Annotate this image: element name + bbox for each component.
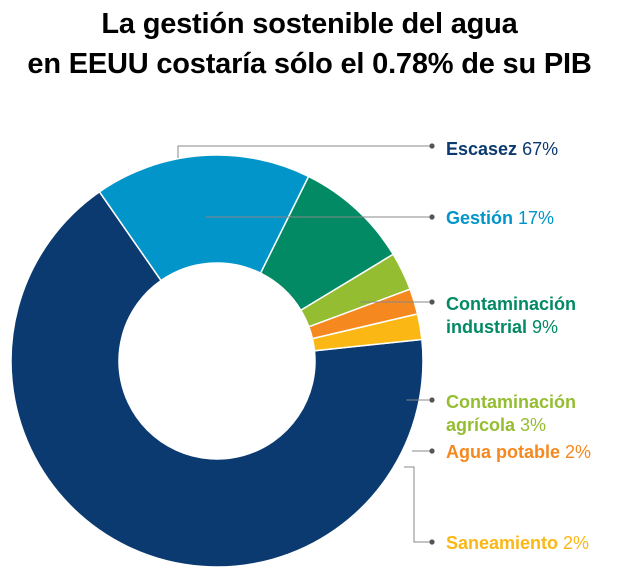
leader-dot-contaminacion-industrial	[429, 299, 435, 305]
leader-escasez	[177, 145, 432, 158]
leader-dot-contaminacion-agricola	[429, 397, 435, 403]
chart-title-line-2: en EEUU costaría sólo el 0.78% de su PIB	[27, 48, 592, 80]
slice-gestion	[98, 154, 310, 282]
label-agua-potable: Agua potable 2%	[446, 442, 591, 462]
slice-saneamiento	[311, 313, 423, 352]
label-saneamiento: Saneamiento 2%	[446, 533, 589, 553]
slice-escasez	[10, 190, 424, 568]
leader-dot-gestion	[429, 214, 435, 220]
chart-title: La gestión sostenible del agua en EEUU c…	[0, 4, 619, 84]
label-name-saneamiento: Saneamiento	[446, 533, 558, 553]
label-value-contaminacion-agricola: 3%	[515, 415, 546, 435]
label-name-gestion: Gestión	[446, 208, 513, 228]
label-value-agua-potable: 2%	[560, 442, 591, 462]
label-name-agua-potable: Agua potable	[446, 442, 560, 462]
label-name-escasez: Escasez	[446, 139, 517, 159]
label-contaminacion-agricola-line-1: Contaminación	[446, 392, 576, 412]
label-value-gestion: 17%	[513, 208, 554, 228]
leader-dot-saneamiento	[429, 539, 435, 545]
label-value-saneamiento: 2%	[558, 533, 589, 553]
label-name-contaminacion-agricola-1: Contaminación	[446, 392, 576, 412]
label-name-contaminacion-industrial-2: industrial	[446, 317, 527, 337]
leader-lines	[177, 143, 435, 545]
label-value-escasez: 67%	[517, 139, 558, 159]
label-contaminacion-agricola-line-2: agrícola 3%	[446, 415, 546, 435]
label-gestion: Gestión 17%	[446, 208, 554, 228]
label-contaminacion-industrial-line-1: Contaminación	[446, 294, 576, 314]
label-name-contaminacion-industrial-1: Contaminación	[446, 294, 576, 314]
label-name-contaminacion-agricola-2: agrícola	[446, 415, 516, 435]
leader-dot-escasez	[429, 143, 435, 149]
slice-labels: Escasez 67% Gestión 17% Contaminación indus…	[446, 139, 591, 553]
chart-title-line-1: La gestión sostenible del agua	[101, 8, 518, 40]
leader-dot-agua-potable	[429, 448, 435, 454]
leader-saneamiento	[404, 466, 432, 543]
label-value-contaminacion-industrial: 9%	[527, 317, 558, 337]
label-escasez: Escasez 67%	[446, 139, 558, 159]
donut-slices	[10, 154, 424, 568]
label-contaminacion-industrial-line-2: industrial 9%	[446, 317, 558, 337]
